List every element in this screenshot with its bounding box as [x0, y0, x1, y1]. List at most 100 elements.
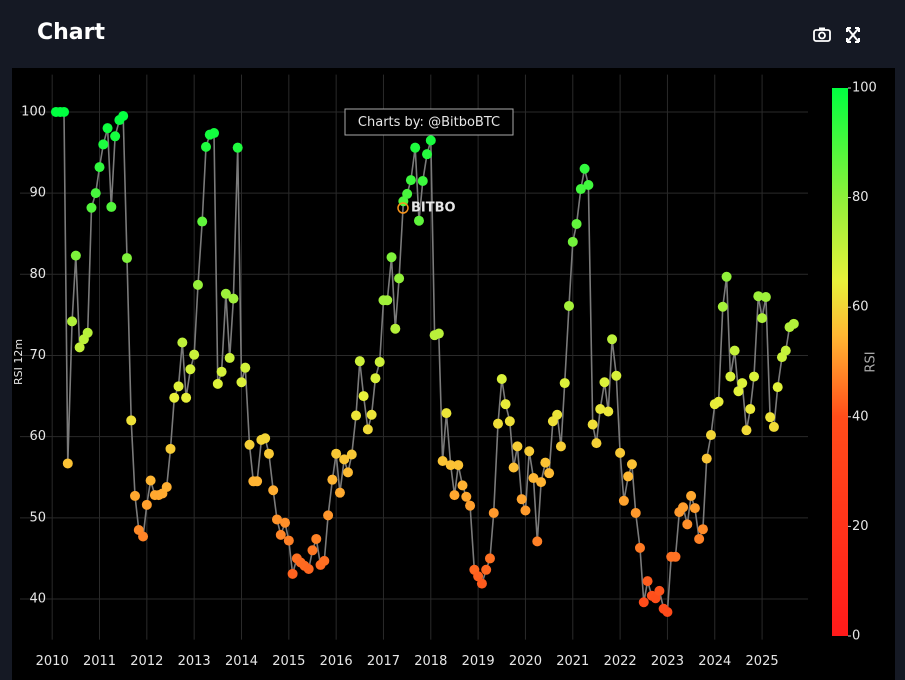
- point: [441, 408, 452, 419]
- y-tick-label: 50: [29, 510, 46, 525]
- point: [252, 476, 263, 487]
- point: [90, 188, 101, 199]
- colorbar-title: RSI: [864, 351, 879, 372]
- point: [366, 409, 377, 420]
- point: [544, 468, 555, 479]
- point: [686, 490, 697, 501]
- point: [638, 597, 649, 608]
- point: [725, 371, 736, 382]
- point: [516, 494, 527, 505]
- point: [425, 135, 436, 146]
- header: Chart: [0, 0, 905, 68]
- point: [571, 218, 582, 229]
- point: [697, 524, 708, 535]
- x-tick-label: 2018: [414, 654, 447, 669]
- point: [263, 448, 274, 459]
- x-tick-label: 2015: [272, 654, 305, 669]
- point: [192, 279, 203, 290]
- point: [760, 292, 771, 303]
- point: [694, 533, 705, 544]
- point: [354, 356, 365, 367]
- point: [753, 291, 764, 302]
- point: [607, 334, 618, 345]
- point: [141, 499, 152, 510]
- x-tick-label: 2010: [36, 654, 69, 669]
- y-tick-label: 60: [29, 429, 46, 444]
- x-tick-label: 2016: [320, 654, 353, 669]
- point: [484, 553, 495, 564]
- point: [437, 456, 448, 467]
- x-tick-label: 2013: [178, 654, 211, 669]
- x-tick-label: 2017: [367, 654, 400, 669]
- colorbar: [832, 88, 848, 636]
- point: [552, 409, 563, 420]
- point: [461, 491, 472, 502]
- point: [496, 374, 507, 385]
- point: [508, 462, 519, 473]
- point: [110, 131, 121, 142]
- point: [118, 111, 129, 122]
- point: [721, 271, 732, 282]
- point: [145, 475, 156, 486]
- x-tick-label: 2025: [746, 654, 779, 669]
- x-tick-label: 2014: [225, 654, 258, 669]
- plot-background: [12, 68, 895, 680]
- point: [319, 555, 330, 566]
- point: [382, 295, 393, 306]
- point: [512, 441, 523, 452]
- annotation: Charts by: @BitboBTC: [358, 115, 500, 130]
- fullscreen-icon[interactable]: [846, 27, 860, 43]
- point: [768, 421, 779, 432]
- colorbar-tick-label: 80: [852, 190, 869, 205]
- camera-icon[interactable]: [813, 27, 831, 42]
- point: [275, 529, 286, 540]
- point: [209, 128, 220, 139]
- point: [244, 439, 255, 450]
- toolbar: [813, 27, 860, 43]
- point: [197, 216, 208, 227]
- point: [587, 419, 598, 430]
- y-tick-label: 90: [29, 186, 46, 201]
- x-tick-label: 2012: [130, 654, 163, 669]
- colorbar-tick-label: 60: [852, 300, 869, 315]
- point: [634, 542, 645, 553]
- point: [678, 502, 689, 513]
- point: [303, 563, 314, 574]
- point: [161, 481, 172, 492]
- point: [433, 328, 444, 339]
- point: [240, 362, 251, 373]
- point: [82, 327, 93, 338]
- point: [757, 313, 768, 324]
- point: [623, 471, 634, 482]
- point: [173, 381, 184, 392]
- point: [228, 293, 239, 304]
- point: [374, 356, 385, 367]
- point: [579, 163, 590, 174]
- point: [654, 585, 665, 596]
- point: [280, 517, 291, 528]
- point: [488, 507, 499, 518]
- point: [749, 371, 760, 382]
- point: [268, 485, 279, 496]
- point: [220, 288, 231, 299]
- point: [626, 459, 637, 470]
- point: [536, 477, 547, 488]
- point: [181, 392, 192, 403]
- page-title: Chart: [37, 20, 106, 45]
- point: [169, 392, 180, 403]
- y-axis-label: RSI 12m: [12, 339, 25, 385]
- y-tick-label: 80: [29, 267, 46, 282]
- point: [457, 480, 468, 491]
- point: [540, 457, 551, 468]
- point: [311, 533, 322, 544]
- point: [130, 490, 141, 501]
- point: [733, 386, 744, 397]
- line: [56, 111, 795, 614]
- point: [780, 345, 791, 356]
- point: [370, 373, 381, 384]
- point: [583, 180, 594, 191]
- point: [453, 460, 464, 471]
- y-tick-label: 100: [21, 104, 46, 119]
- point: [236, 377, 247, 388]
